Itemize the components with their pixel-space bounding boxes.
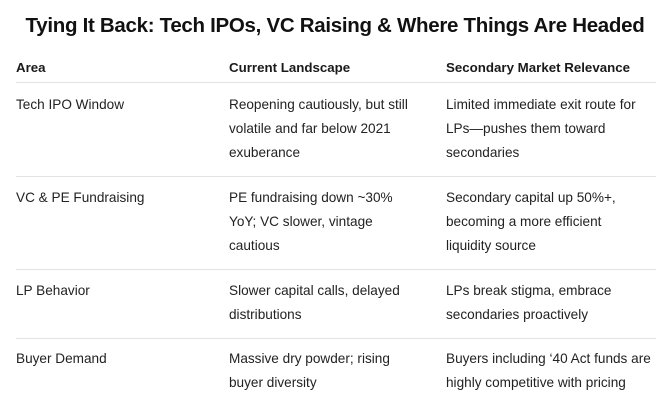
cell-area: Tech IPO Window [16, 93, 124, 117]
cell-line: LP Behavior [16, 283, 90, 298]
cell-area: LP Behavior [16, 279, 90, 303]
cell-line: Reopening cautiously, but still [229, 97, 408, 112]
cell-line: exuberance [229, 145, 301, 160]
row-divider [16, 338, 656, 339]
cell-landscape: Massive dry powder; rising buyer diversit… [229, 347, 390, 395]
cell-line: becoming a more efficient [446, 214, 602, 229]
cell-relevance: Buyers including ‘40 Act funds are highly… [446, 347, 651, 395]
cell-line: YoY; VC slower, vintage [229, 214, 373, 229]
cell-line: LPs break stigma, embrace [446, 283, 612, 298]
row-divider [16, 176, 656, 177]
cell-line: Limited immediate exit route for [446, 97, 636, 112]
cell-line: distributions [229, 307, 302, 322]
cell-line: secondaries [446, 145, 520, 160]
cell-line: Tech IPO Window [16, 97, 125, 112]
cell-area: Buyer Demand [16, 347, 107, 371]
cell-landscape: Reopening cautiously, but still volatile … [229, 93, 408, 165]
cell-line: secondaries proactively [446, 307, 589, 322]
cell-line: LPs—pushes them toward [446, 121, 606, 136]
cell-landscape: PE fundraising down ~30% YoY; VC slower, … [229, 186, 393, 258]
cell-line: VC & PE Fundraising [16, 190, 145, 205]
cell-relevance: LPs break stigma, embrace secondaries pro… [446, 279, 611, 327]
row-divider [16, 269, 656, 270]
cell-area: VC & PE Fundraising [16, 186, 144, 210]
cell-line: buyer diversity [229, 375, 317, 390]
cell-line: Slower capital calls, delayed [229, 283, 400, 298]
cell-line: highly competitive with pricing [446, 375, 626, 390]
cell-landscape: Slower capital calls, delayed distributio… [229, 279, 400, 327]
cell-relevance: Limited immediate exit route for LPs—push… [446, 93, 636, 165]
cell-line: Massive dry powder; rising [229, 351, 390, 366]
cell-line: volatile and far below 2021 [229, 121, 391, 136]
cell-line: liquidity source [446, 238, 536, 253]
cell-line: Buyers including ‘40 Act funds are [446, 351, 651, 366]
column-header-current-landscape: Current Landscape [229, 60, 351, 75]
cell-line: Secondary capital up 50%+, [446, 190, 616, 205]
column-header-secondary-market-relevance: Secondary Market Relevance [446, 60, 631, 75]
cell-line: PE fundraising down ~30% [229, 190, 393, 205]
cell-relevance: Secondary capital up 50%+, becoming a mor… [446, 186, 616, 258]
page-title: Tying It Back: Tech IPOs, VC Raising & W… [25, 14, 645, 37]
cell-line: Buyer Demand [16, 351, 107, 366]
header-divider [16, 82, 656, 83]
column-header-area: Area [16, 60, 46, 75]
cell-line: cautious [229, 238, 280, 253]
